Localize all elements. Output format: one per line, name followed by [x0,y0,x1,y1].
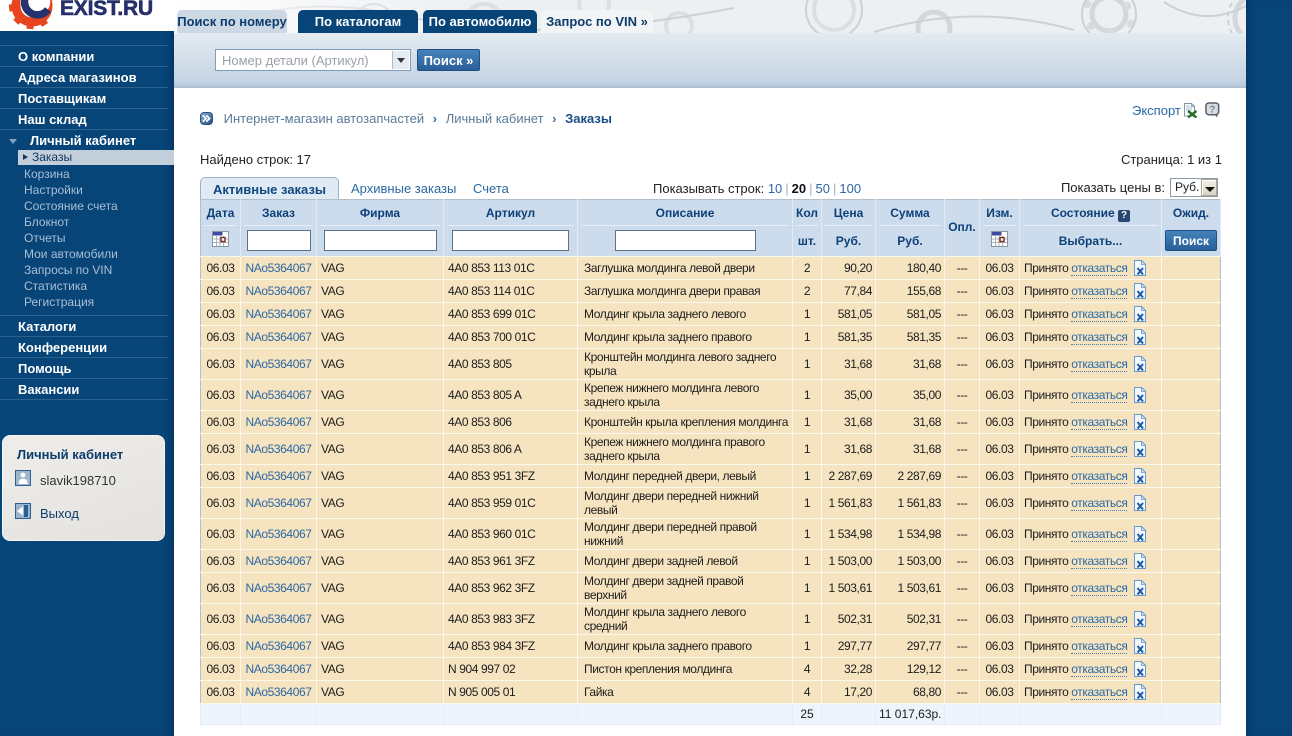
svg-text:?: ? [1209,104,1215,115]
